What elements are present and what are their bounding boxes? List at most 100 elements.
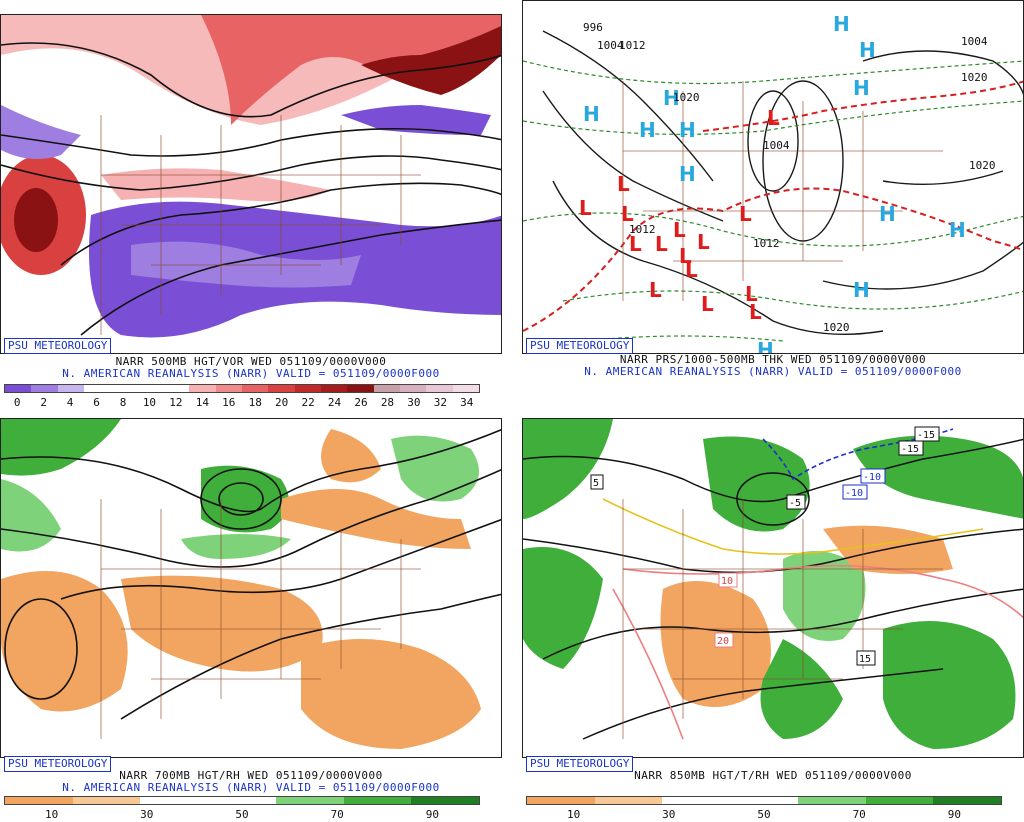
- scale-swatch: [268, 385, 295, 392]
- isobar-label: 1004: [763, 139, 790, 152]
- scale-tick-label: 70: [852, 808, 866, 821]
- high-pressure-marker: H: [833, 12, 850, 36]
- scale-swatch: [294, 385, 321, 392]
- scale-swatch: [347, 385, 374, 392]
- temperature-label: 5: [593, 478, 599, 489]
- panel-700mb-rh: PSU METEOROLOGY NARR 700MB HGT/RH WED 05…: [0, 418, 502, 822]
- map-850mb-temperature-rh: 5 -5 -10 -10 -15 -15 10 20 15: [522, 418, 1024, 758]
- scale-swatch: [72, 797, 141, 804]
- scale-swatch: [189, 385, 216, 392]
- scale-tick-label: 50: [757, 808, 771, 821]
- scale-swatch: [426, 385, 453, 392]
- scale-swatch: [140, 797, 209, 804]
- scale-tick-label: 2: [40, 396, 47, 409]
- psu-meteorology-badge: PSU METEOROLOGY: [4, 338, 112, 354]
- scale-tick-label: 30: [140, 808, 154, 821]
- scale-swatch: [275, 797, 344, 804]
- map-title: NARR 700MB HGT/RH WED 051109/0000V000: [119, 769, 383, 782]
- scale-swatch: [5, 797, 73, 804]
- scale-swatch: [452, 385, 479, 392]
- scale-swatch: [208, 797, 276, 804]
- scale-tick-label: 20: [275, 396, 289, 409]
- high-pressure-marker: H: [583, 102, 600, 126]
- map-subtitle: N. AMERICAN REANALYSIS (NARR) VALID = 05…: [62, 781, 440, 794]
- scale-tick-label: 24: [327, 396, 342, 409]
- temperature-label: 20: [717, 636, 729, 647]
- psu-meteorology-badge: PSU METEOROLOGY: [4, 756, 112, 772]
- map-title: NARR PRS/1000-500MB THK WED 051109/0000V…: [619, 353, 927, 366]
- scale-swatch: [136, 385, 163, 392]
- scale-swatch: [594, 797, 663, 804]
- scale-tick-label: 90: [947, 808, 962, 821]
- high-pressure-marker: H: [879, 202, 896, 226]
- panel-pressure-thickness: H H H H H H H H H H H H L L L L L L L L: [522, 0, 1024, 402]
- vorticity-scale-labels: 0 2 4 6 8 10 12 14 16 18 20 22 24 26 28 30 32 34: [4, 396, 480, 410]
- map-subtitle: N. AMERICAN REANALYSIS (NARR) VALID = 05…: [584, 365, 962, 378]
- scale-swatch: [730, 797, 798, 804]
- temperature-label: -15: [917, 430, 935, 441]
- scale-tick-label: 32: [433, 396, 447, 409]
- high-pressure-marker: H: [853, 76, 870, 100]
- scale-tick-label: 6: [93, 396, 100, 409]
- panel-850mb-temperature-rh: 5 -5 -10 -10 -15 -15 10 20 15 PSU METEOR…: [522, 418, 1024, 822]
- rh-color-scale: [4, 796, 480, 805]
- temperature-label: 10: [721, 576, 733, 587]
- scale-tick-label: 30: [662, 808, 676, 821]
- scale-swatch: [933, 797, 1002, 804]
- low-pressure-marker: L: [617, 172, 630, 196]
- map-title: NARR 850MB HGT/T/RH WED 051109/0000V000: [634, 769, 912, 782]
- low-pressure-marker: L: [767, 106, 780, 130]
- map-500mb-vorticity: [0, 14, 502, 354]
- scale-swatch: [527, 797, 595, 804]
- scale-tick-label: 50: [235, 808, 249, 821]
- low-pressure-marker: L: [739, 202, 752, 226]
- scale-swatch: [162, 385, 190, 392]
- panel-500mb-vorticity: PSU METEOROLOGY NARR 500MB HGT/VOR WED 0…: [0, 14, 502, 416]
- high-pressure-marker: H: [859, 38, 876, 62]
- high-pressure-marker: H: [663, 86, 680, 110]
- scale-swatch: [662, 797, 731, 804]
- scale-tick-label: 16: [222, 396, 236, 409]
- scale-tick-label: 10: [44, 808, 59, 821]
- isobar-label: 996: [583, 21, 603, 34]
- scale-tick-label: 34: [460, 396, 474, 409]
- scale-swatch: [5, 385, 32, 392]
- map-title: NARR 500MB HGT/VOR WED 051109/0000V000: [115, 355, 387, 368]
- psu-meteorology-badge: PSU METEOROLOGY: [526, 338, 634, 354]
- map-pressure-thickness: H H H H H H H H H H H H L L L L L L L L: [522, 0, 1024, 354]
- vorticity-color-scale: [4, 384, 480, 393]
- scale-swatch: [797, 797, 866, 804]
- rh-scale-labels: 10 30 50 70 90: [526, 808, 1002, 822]
- isobar-label: 1012: [629, 223, 656, 236]
- high-pressure-marker: H: [949, 218, 966, 242]
- scale-tick-label: 30: [407, 396, 421, 409]
- low-pressure-marker: L: [701, 292, 714, 316]
- scale-swatch: [215, 385, 242, 392]
- isobar-label: 1012: [619, 39, 646, 52]
- scale-swatch: [31, 385, 58, 392]
- map-700mb-rh: [0, 418, 502, 758]
- scale-swatch: [241, 385, 269, 392]
- scale-tick-label: 22: [301, 396, 315, 409]
- temperature-label: -15: [901, 444, 919, 455]
- scale-tick-label: 28: [380, 396, 395, 409]
- scale-swatch: [57, 385, 84, 392]
- scale-tick-label: 4: [66, 396, 74, 409]
- high-pressure-marker: H: [639, 118, 656, 142]
- scale-tick-label: 12: [169, 396, 183, 409]
- temperature-label: -10: [863, 472, 881, 483]
- high-pressure-marker: H: [679, 162, 696, 186]
- temperature-label: -10: [845, 488, 863, 499]
- scale-tick-label: 8: [119, 396, 127, 409]
- map-subtitle: N. AMERICAN REANALYSIS (NARR) VALID = 05…: [62, 367, 440, 380]
- scale-swatch: [865, 797, 934, 804]
- scale-swatch: [411, 797, 480, 804]
- scale-swatch: [110, 385, 137, 392]
- low-pressure-marker: L: [749, 300, 762, 324]
- rh-scale-labels: 10 30 50 70 90: [4, 808, 480, 822]
- isobar-label: 1020: [969, 159, 996, 172]
- high-pressure-marker: H: [679, 118, 696, 142]
- scale-swatch: [343, 797, 412, 804]
- low-pressure-marker: L: [673, 218, 686, 242]
- scale-swatch: [320, 385, 348, 392]
